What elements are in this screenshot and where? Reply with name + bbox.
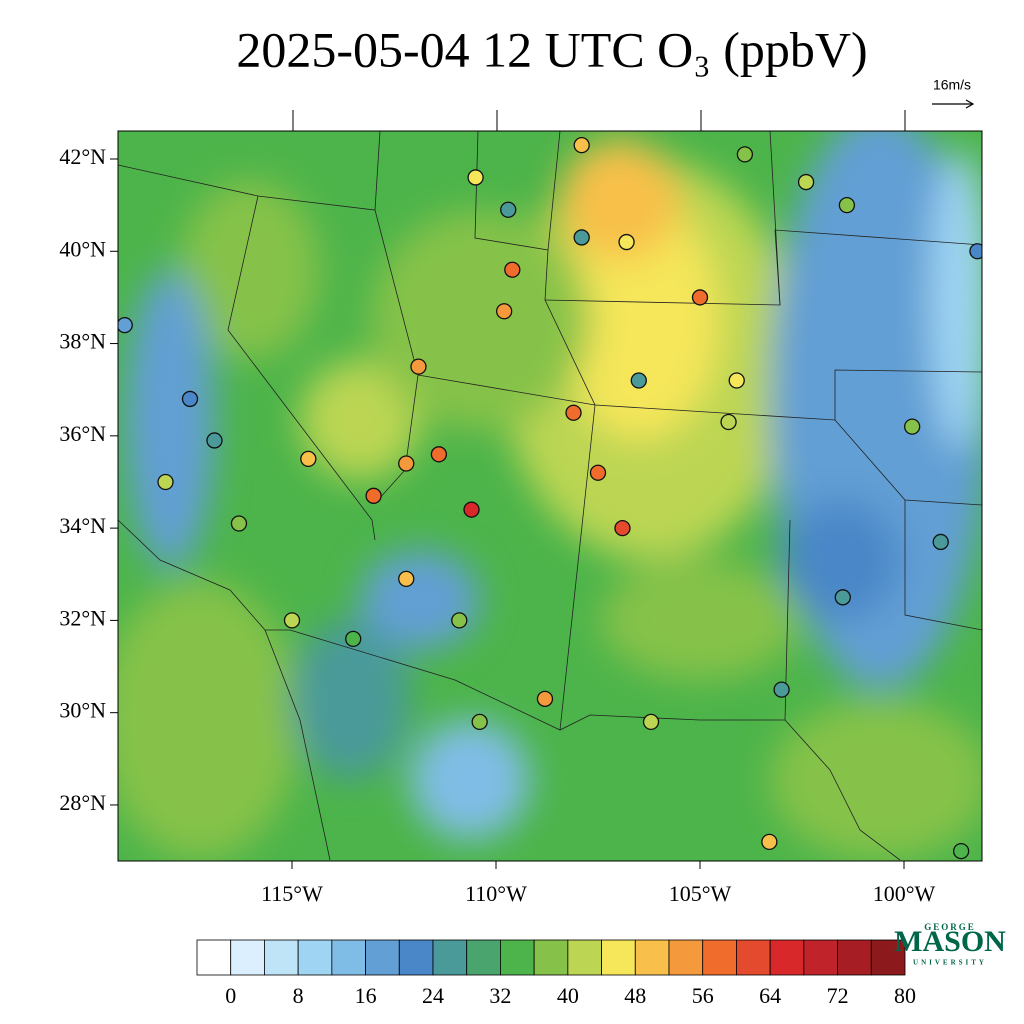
- colorbar-label: 0: [225, 983, 236, 1008]
- colorbar-box: [769, 939, 805, 976]
- colorbar-box: [331, 939, 366, 976]
- station: [451, 612, 468, 629]
- station: [365, 487, 382, 504]
- station: [283, 612, 301, 629]
- station: [467, 169, 484, 186]
- station: [430, 446, 448, 463]
- lat-tick-label: 42°N: [59, 144, 106, 169]
- station: [642, 713, 660, 731]
- lat-tick-label: 38°N: [59, 329, 106, 354]
- colorbar-label: 64: [759, 983, 781, 1008]
- station: [500, 201, 517, 218]
- station: [618, 233, 635, 251]
- colorbar-box: [432, 939, 468, 976]
- colorbar-label: 32: [489, 983, 511, 1008]
- map-frame: [117, 130, 983, 862]
- colorbar-label: 16: [355, 983, 377, 1008]
- colorbar-box: [837, 939, 872, 976]
- station: [969, 243, 982, 260]
- colorbar-box: [264, 939, 299, 976]
- colorbar-box: [567, 939, 602, 976]
- station: [932, 533, 949, 551]
- station: [797, 173, 815, 191]
- station: [300, 450, 317, 468]
- station: [720, 413, 737, 431]
- colorbar-box: [297, 939, 333, 976]
- station: [398, 570, 415, 588]
- lat-tick-label: 30°N: [59, 698, 106, 723]
- station: [736, 146, 754, 163]
- ozone-field: [118, 131, 982, 861]
- station: [952, 842, 970, 860]
- lon-tick-label: 115°W: [261, 881, 323, 906]
- lat-tick-label: 34°N: [59, 513, 106, 538]
- colorbar-box: [634, 939, 670, 976]
- lon-tick-label: 105°W: [669, 881, 732, 906]
- station: [573, 229, 590, 246]
- station: [496, 303, 513, 320]
- colorbar-label: 72: [827, 983, 849, 1008]
- station: [410, 358, 427, 375]
- colorbar-box: [533, 939, 569, 976]
- station: [589, 464, 607, 481]
- colorbar-label: 48: [624, 983, 646, 1008]
- logo-line: MASON: [894, 925, 1006, 958]
- station: [536, 690, 554, 707]
- colorbar-box: [196, 939, 232, 976]
- colorbar-box: [398, 939, 434, 976]
- logo: GEORGE MASON UNIVERSITY: [894, 922, 1006, 967]
- colorbar-label: 40: [557, 983, 579, 1008]
- lat-tick-label: 32°N: [59, 605, 106, 630]
- colorbar-box: [500, 939, 535, 976]
- station: [230, 515, 248, 532]
- station: [565, 404, 582, 421]
- station: [691, 289, 709, 306]
- colorbar-label: 80: [894, 983, 916, 1008]
- logo-line: UNIVERSITY: [913, 959, 987, 967]
- colorbar-box: [736, 939, 771, 976]
- wind-reference-arrow: [932, 99, 975, 109]
- colorbar-label: 24: [422, 983, 444, 1008]
- station: [345, 630, 362, 648]
- wind-reference-label: 16m/s: [933, 77, 971, 93]
- station: [834, 589, 851, 606]
- station: [773, 681, 790, 698]
- colorbar-box: [466, 939, 501, 976]
- colorbar-box: [870, 939, 906, 976]
- lat-tick-label: 36°N: [59, 421, 106, 446]
- colorbar-label: 8: [293, 983, 304, 1008]
- borders: [118, 131, 982, 861]
- station: [463, 501, 480, 518]
- logo-line: GEORGE: [924, 922, 976, 932]
- station: [728, 372, 745, 389]
- colorbar: 0 8 16 24 32 40 48 56 64 72 80: [196, 939, 916, 1008]
- station: [504, 261, 521, 278]
- station: [157, 473, 174, 491]
- colorbar-box: [365, 939, 400, 976]
- station: [118, 316, 133, 334]
- lat-tick-label: 28°N: [59, 790, 106, 815]
- lon-tick-label: 110°W: [465, 881, 527, 906]
- title: 2025-05-04 12 UTC O₃ (ppbV): [236, 21, 867, 77]
- stations: [118, 137, 982, 860]
- station: [614, 519, 631, 537]
- colorbar-box: [601, 939, 636, 976]
- station: [904, 418, 921, 435]
- colorbar-box: [702, 939, 737, 976]
- colorbar-box: [803, 939, 838, 976]
- station: [206, 432, 223, 449]
- station: [761, 833, 778, 851]
- station: [471, 713, 488, 731]
- station: [573, 137, 590, 154]
- station: [630, 372, 647, 389]
- colorbar-box: [230, 939, 265, 976]
- lon-tick-label: 100°W: [873, 881, 936, 906]
- station: [181, 390, 199, 408]
- colorbar-label: 56: [692, 983, 714, 1008]
- station: [398, 455, 415, 472]
- station: [838, 196, 856, 214]
- lat-tick-label: 40°N: [59, 236, 106, 261]
- colorbar-box: [668, 939, 704, 976]
